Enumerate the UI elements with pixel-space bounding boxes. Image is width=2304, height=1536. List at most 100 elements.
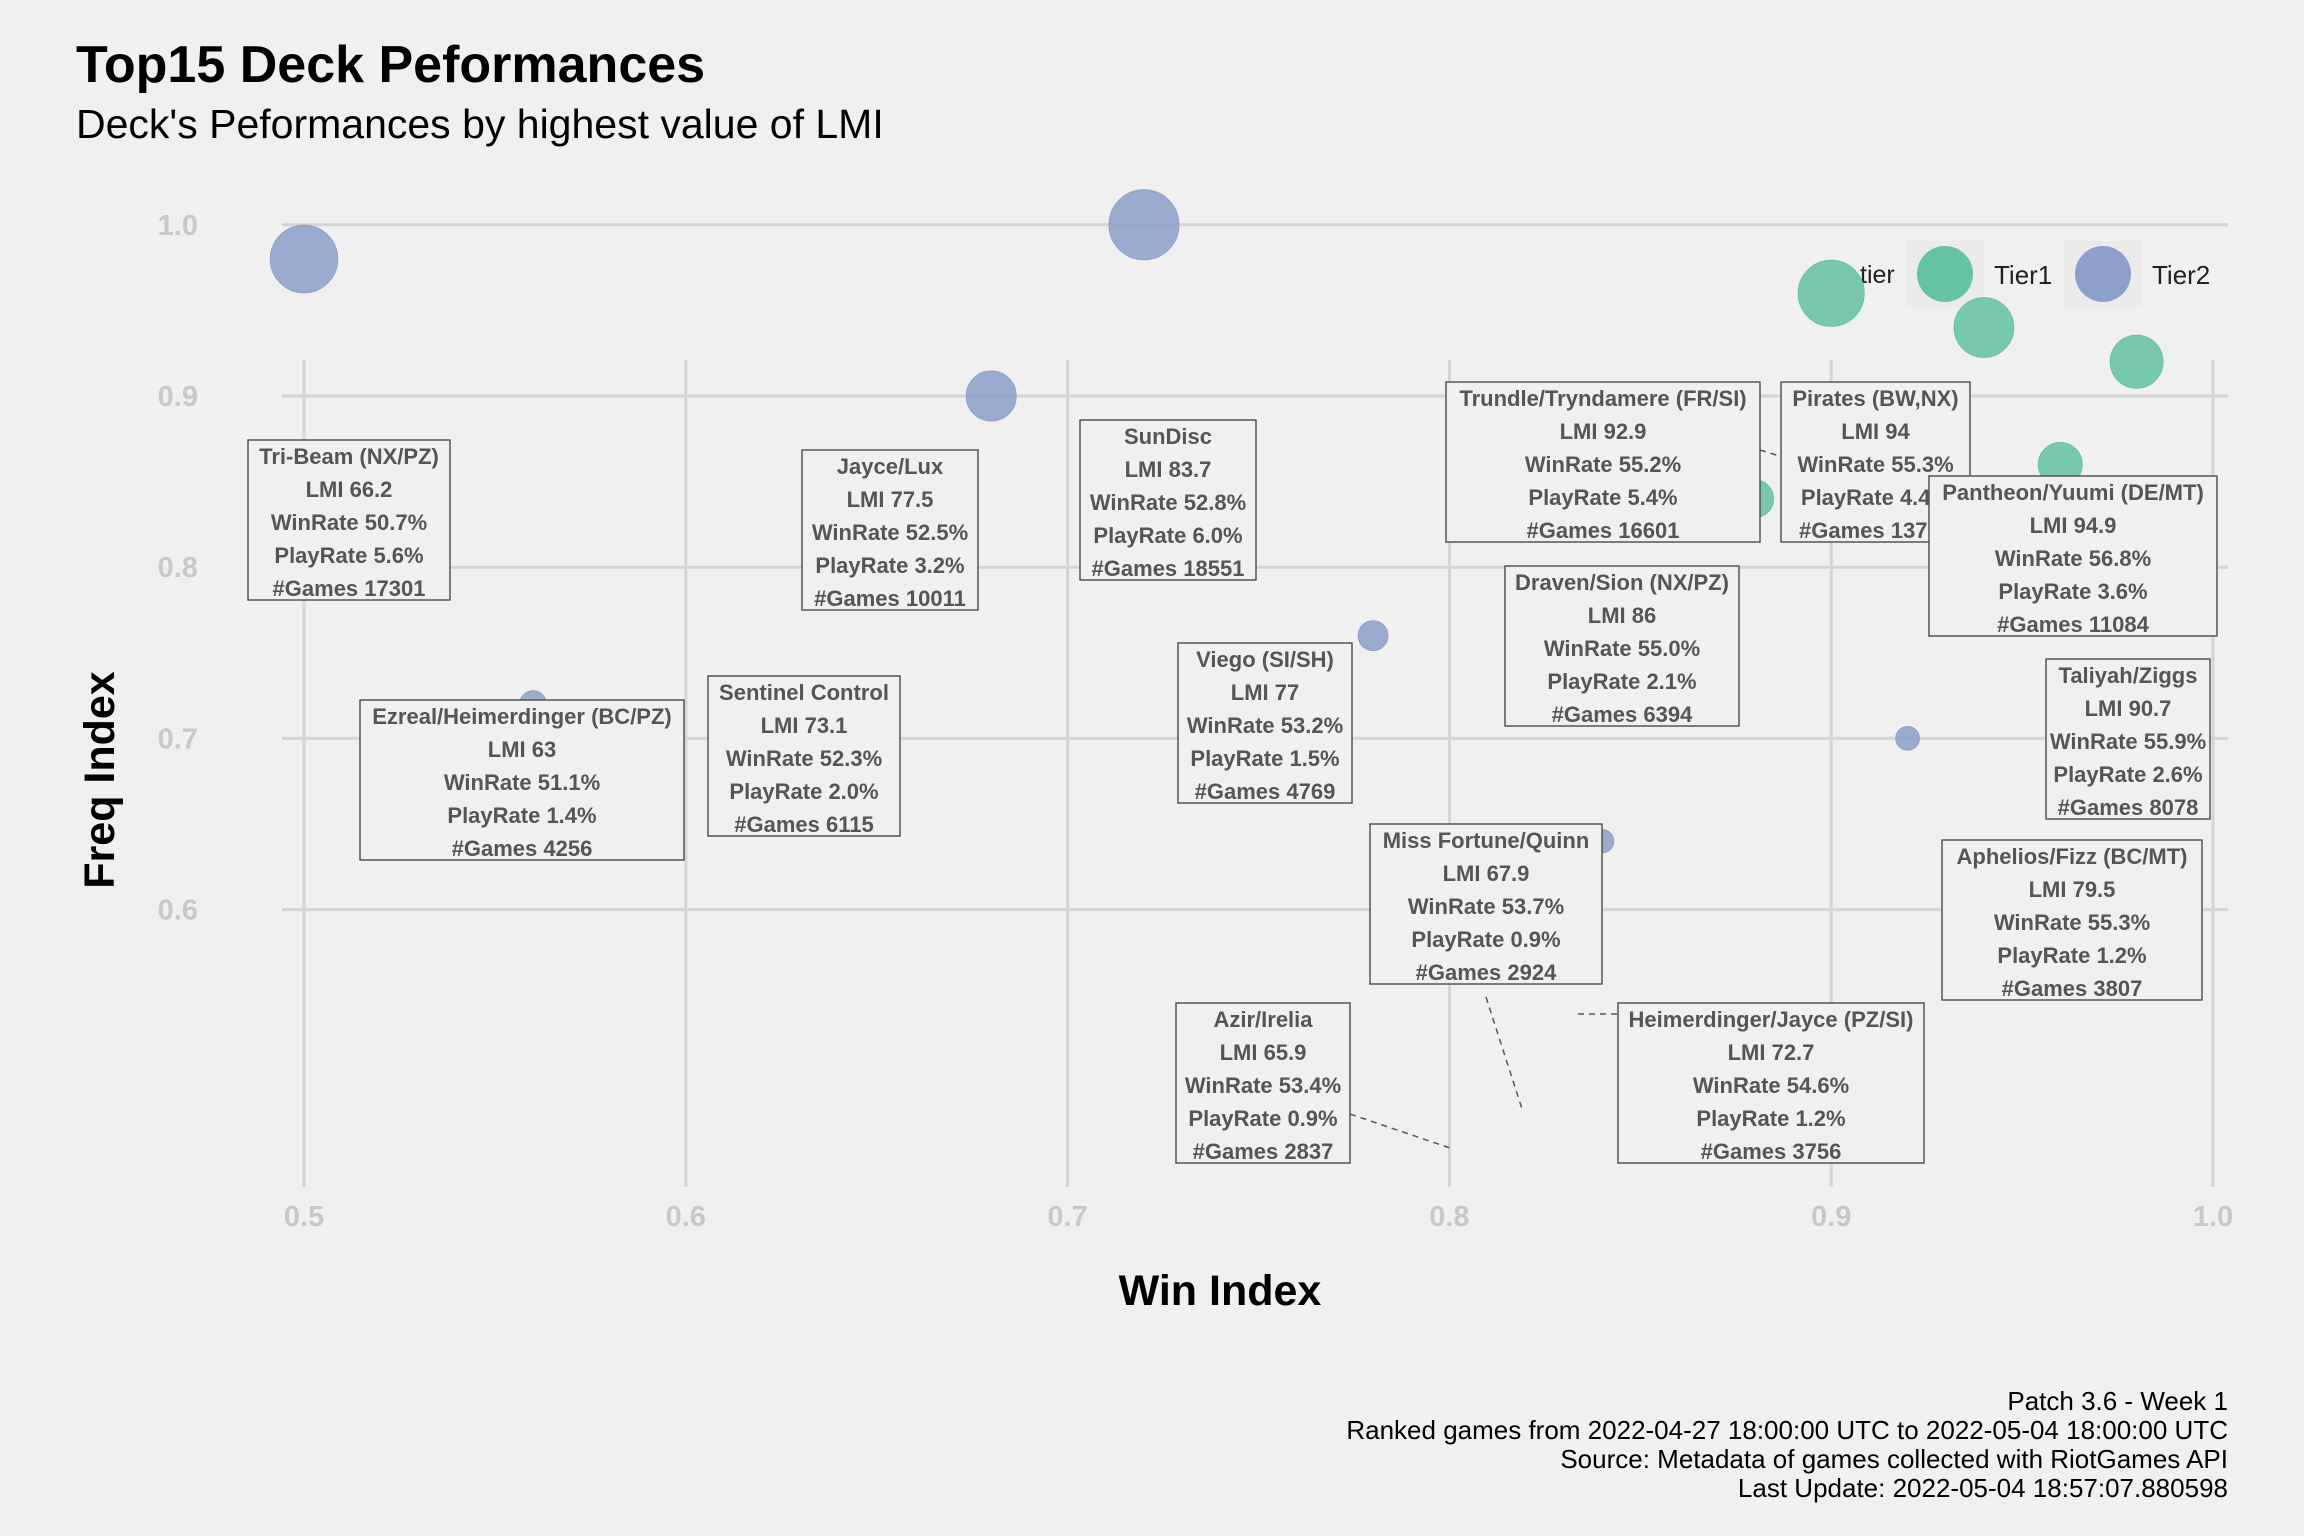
point-label-winrate: WinRate 53.7% <box>1408 894 1564 919</box>
point-label-lmi: LMI 65.9 <box>1220 1040 1307 1065</box>
point-label-winrate: WinRate 52.5% <box>812 520 968 545</box>
point-label-box <box>1928 475 2218 637</box>
point-label-name: SunDisc <box>1124 424 1212 449</box>
x-axis-title: Win Index <box>1119 1267 1322 1315</box>
point-label-box <box>359 699 685 861</box>
point-label-box <box>1177 642 1353 804</box>
point-label-games: #Games 8078 <box>2058 795 2199 820</box>
data-point <box>1357 620 1389 652</box>
point-label-name: Aphelios/Fizz (BC/MT) <box>1957 844 2188 869</box>
chart-title: Top15 Deck Peformances <box>76 36 705 94</box>
point-label-winrate: WinRate 52.3% <box>726 746 882 771</box>
point-label-games: #Games 11084 <box>1997 612 2149 637</box>
label-leader-line <box>1349 1113 1451 1149</box>
point-label-name: Trundle/Tryndamere (FR/SI) <box>1459 386 1746 411</box>
point-label-name: Jayce/Lux <box>837 454 944 479</box>
point-label-playrate: PlayRate 4.4% <box>1801 485 1950 510</box>
chart-subtitle: Deck's Peformances by highest value of L… <box>76 101 884 147</box>
data-points <box>269 189 2164 985</box>
legend-label-tier1: Tier1 <box>1994 260 2052 290</box>
legend-title: tier <box>1860 261 1895 289</box>
data-point <box>2109 334 2164 389</box>
point-label-winrate: WinRate 51.1% <box>444 770 600 795</box>
point-label-name: Viego (SI/SH) <box>1196 647 1334 672</box>
point-label-lmi: LMI 92.9 <box>1560 419 1647 444</box>
point-label-lmi: LMI 72.7 <box>1728 1040 1815 1065</box>
point-label-games: #Games 10011 <box>814 586 966 611</box>
point-label-box <box>247 439 451 601</box>
legend-label-tier2: Tier2 <box>2152 260 2210 290</box>
point-label-games: #Games 16601 <box>1527 518 1680 543</box>
point-label-lmi: LMI 86 <box>1588 603 1656 628</box>
point-label-box <box>1445 381 1761 543</box>
point-label-games: #Games 4256 <box>452 836 593 861</box>
point-label-playrate: PlayRate 0.9% <box>1411 927 1560 952</box>
point-label-box <box>2045 658 2211 820</box>
x-tick-label: 1.0 <box>2193 1201 2233 1233</box>
point-label-games: #Games 4769 <box>1195 779 1336 804</box>
caption-line-4: Last Update: 2022-05-04 18:57:07.880598 <box>1738 1473 2228 1503</box>
point-label-box <box>1079 419 1257 581</box>
point-label-name: Azir/Irelia <box>1213 1007 1313 1032</box>
legend-key-tier1 <box>1917 246 1973 302</box>
point-label-box <box>801 449 979 611</box>
y-tick-label: 0.6 <box>158 895 198 927</box>
point-label-name: Draven/Sion (NX/PZ) <box>1515 570 1729 595</box>
point-label-box <box>1369 823 1603 985</box>
point-label-winrate: WinRate 55.0% <box>1544 636 1700 661</box>
y-tick-label: 1.0 <box>158 210 198 242</box>
point-label-winrate: WinRate 50.7% <box>271 510 427 535</box>
data-point <box>1797 259 1865 327</box>
point-label-lmi: LMI 79.5 <box>2029 877 2116 902</box>
point-label-games: #Games 6394 <box>1552 702 1693 727</box>
point-label-playrate: PlayRate 2.0% <box>729 779 878 804</box>
point-label-name: Pirates (BW,NX) <box>1792 386 1958 411</box>
x-tick-labels: 0.5 0.6 0.7 0.8 0.9 1.0 <box>284 1201 2233 1233</box>
x-tick-label: 0.6 <box>666 1201 706 1233</box>
point-label-name: Ezreal/Heimerdinger (BC/PZ) <box>372 704 672 729</box>
x-tick-label: 0.8 <box>1429 1201 1469 1233</box>
point-label-name: Heimerdinger/Jayce (PZ/SI) <box>1629 1007 1914 1032</box>
caption: Patch 3.6 - Week 1 Ranked games from 202… <box>1346 1386 2228 1503</box>
point-label-playrate: PlayRate 1.2% <box>1696 1106 1845 1131</box>
point-label-lmi: LMI 83.7 <box>1125 457 1212 482</box>
point-label-lmi: LMI 63 <box>488 737 556 762</box>
point-label-games: #Games 13754 <box>1799 518 1953 543</box>
point-label-playrate: PlayRate 1.5% <box>1190 746 1339 771</box>
y-tick-label: 0.8 <box>158 552 198 584</box>
y-tick-label: 0.9 <box>158 381 198 413</box>
x-tick-label: 0.9 <box>1811 1201 1851 1233</box>
point-label-winrate: WinRate 55.2% <box>1525 452 1681 477</box>
x-tick-label: 0.7 <box>1047 1201 1087 1233</box>
data-point <box>965 370 1017 422</box>
point-label-playrate: PlayRate 2.6% <box>2053 762 2202 787</box>
point-label-playrate: PlayRate 0.9% <box>1188 1106 1337 1131</box>
y-tick-label: 0.7 <box>158 723 198 755</box>
point-labels: Tri-Beam (NX/PZ) LMI 66.2 WinRate 50.7% Pla… <box>247 381 2218 1164</box>
point-label-box <box>1175 1002 1351 1164</box>
point-label-box <box>707 675 901 837</box>
point-label-winrate: WinRate 52.8% <box>1090 490 1246 515</box>
point-label-lmi: LMI 94 <box>1841 419 1910 444</box>
point-label-games: #Games 3807 <box>2002 976 2143 1001</box>
legend: tier Tier1 Tier2 <box>1860 241 2210 307</box>
point-label-lmi: LMI 66.2 <box>306 477 393 502</box>
point-label-lmi: LMI 67.9 <box>1443 861 1530 886</box>
point-label-lmi: LMI 90.7 <box>2085 696 2172 721</box>
point-label-playrate: PlayRate 3.2% <box>815 553 964 578</box>
label-leader-line <box>1485 996 1524 1113</box>
point-label-winrate: WinRate 55.9% <box>2050 729 2206 754</box>
point-label-playrate: PlayRate 1.4% <box>447 803 596 828</box>
point-label-box <box>1941 839 2203 1001</box>
point-label-winrate: WinRate 56.8% <box>1995 546 2151 571</box>
point-label-name: Taliyah/Ziggs <box>2059 663 2198 688</box>
point-label-games: #Games 2924 <box>1416 960 1557 985</box>
caption-line-2: Ranked games from 2022-04-27 18:00:00 UT… <box>1346 1415 2228 1445</box>
point-label-playrate: PlayRate 5.6% <box>274 543 423 568</box>
point-label-name: Pantheon/Yuumi (DE/MT) <box>1942 480 2204 505</box>
data-point <box>1108 189 1180 261</box>
point-label-lmi: LMI 73.1 <box>761 713 848 738</box>
legend-key-tier2 <box>2075 246 2131 302</box>
point-label-box <box>1504 565 1740 727</box>
